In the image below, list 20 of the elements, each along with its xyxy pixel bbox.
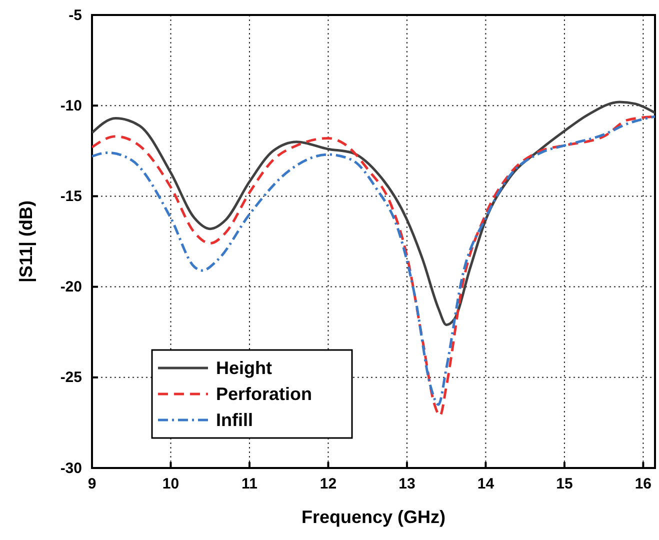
x-tick-label: 12 [320,476,337,493]
y-axis-title: |S11| (dB) [16,200,36,283]
y-tick-label: -25 [60,369,82,386]
y-tick-label: -30 [60,460,82,477]
legend-label: Height [216,358,272,378]
x-tick-label: 13 [398,476,416,493]
y-tick-label: -15 [60,188,82,205]
x-tick-label: 11 [242,476,258,493]
x-tick-label: 9 [88,476,96,493]
y-tick-label: -20 [60,278,82,296]
line-series [92,100,655,326]
x-tick-label: 15 [556,476,573,493]
x-axis-title: Frequency (GHz) [301,507,446,527]
x-tick-label: 10 [162,476,180,493]
x-tick-label: 16 [634,476,652,493]
y-tick-label: -5 [68,6,82,24]
legend-label: Perforation [216,384,312,404]
legend-label: Infill [216,410,253,430]
y-tick-label: -10 [60,97,82,114]
x-tick-label: 14 [477,476,495,493]
